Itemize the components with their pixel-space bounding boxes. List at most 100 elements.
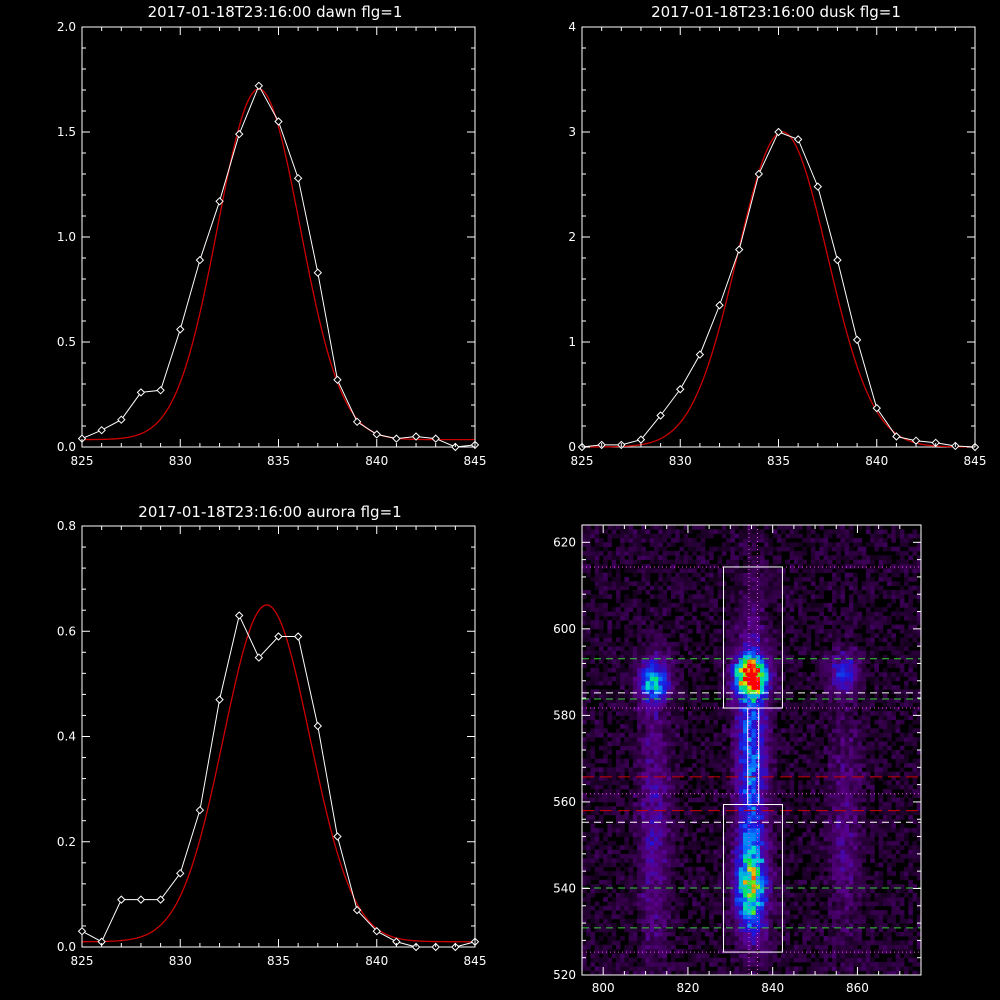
heatmap-cell [768,884,774,889]
heatmap-cell [878,737,884,742]
heatmap-cell [632,754,638,760]
heatmap-cell [624,814,630,820]
heatmap-cell [628,884,634,889]
heatmap-cell [764,966,769,972]
heatmap-cell [670,819,676,824]
heatmap-cell [645,918,651,924]
heatmap-cell [666,845,672,850]
heatmap-cell [836,901,841,907]
heatmap-cell [603,953,608,959]
heatmap-cell [624,659,630,664]
heatmap-cell [675,823,680,829]
heatmap-cell [632,693,638,699]
heatmap-cell [615,728,621,734]
heatmap-cell [844,845,850,850]
heatmap-cell [827,840,833,846]
heatmap-cell [649,849,655,855]
heatmap-cell [582,879,587,885]
heatmap-cell [590,858,596,863]
heatmap-cell [823,698,829,703]
heatmap-cell [730,762,735,768]
heatmap-cell [781,689,786,695]
heatmap-cell [806,827,812,833]
heatmap-cell [840,957,846,963]
heatmap-cell [721,758,727,764]
heatmap-cell [895,892,901,898]
heatmap-cell [895,962,901,967]
heatmap-cell [713,711,718,716]
heatmap-cell [840,680,846,686]
heatmap-cell [772,888,778,894]
heatmap-cell [853,702,858,708]
heatmap-cell [772,944,778,950]
heatmap-cell [658,672,663,677]
heatmap-cell [878,862,884,868]
heatmap-cell [853,724,858,729]
heatmap-cell [832,949,837,954]
heatmap-cell [726,758,731,764]
heatmap-cell [603,918,608,924]
heatmap-cell [675,672,680,677]
heatmap-cell [641,797,646,803]
heatmap-cell [709,745,714,751]
heatmap-cell [692,884,697,889]
heatmap-cell [607,788,613,794]
heatmap-cell [637,862,642,868]
heatmap-cell [670,940,676,946]
heatmap-cell [904,762,909,768]
heatmap-cell [620,702,625,708]
heatmap-cell [802,719,807,725]
heatmap-cell [764,775,769,781]
heatmap-cell [696,685,702,690]
aurora-x-tick-label: 845 [464,954,487,968]
heatmap-cell [755,884,761,889]
heatmap-cell [840,797,846,803]
heatmap-cell [815,910,820,915]
heatmap-cell [662,892,668,898]
heatmap-cell [713,706,718,712]
heatmap-cell [891,914,896,920]
heatmap-cell [649,672,655,677]
heatmap-cell [692,750,697,755]
heatmap-cell [649,853,655,859]
heatmap-cell [772,892,778,898]
heatmap-cell [624,780,630,786]
dawn-data-point [372,430,381,439]
heatmap-cell [827,871,833,876]
heatmap-cell [772,823,778,829]
heatmap-cell [874,901,880,907]
heatmap-cell [726,827,731,833]
heatmap-cell [857,888,863,894]
heatmap-cell [607,845,613,850]
heatmap-cell [908,879,913,885]
heatmap-cell [717,663,723,669]
heatmap-cell [768,693,774,699]
heatmap-cell [810,793,816,798]
heatmap-cell [781,832,786,837]
heatmap-cell [857,892,863,898]
heatmap-cell [815,680,820,686]
heatmap-cell [738,745,744,751]
heatmap-cell [620,957,625,963]
heatmap-cell [772,706,778,712]
heatmap-cell [882,858,888,863]
heatmap-cell [687,858,693,863]
heatmap-cell [759,827,765,833]
heatmap-cell [904,836,909,842]
heatmap-cell [874,879,880,885]
heatmap-cell [743,715,748,721]
heatmap-cell [895,953,901,959]
heatmap-cell [882,814,888,820]
heatmap-cell [819,875,824,881]
heatmap-cell [675,806,680,811]
heatmap-cell [666,836,672,842]
aurora-y-tick-label: 0.0 [57,940,76,954]
heatmap-cell [662,775,668,781]
heatmap-cell [844,905,850,911]
heatmap-cell [582,858,587,863]
heatmap-cell [840,827,846,833]
heatmap-cell [857,814,863,820]
heatmap-cell [726,706,731,712]
heatmap-cell [865,771,871,777]
heatmap-cell [904,827,909,833]
